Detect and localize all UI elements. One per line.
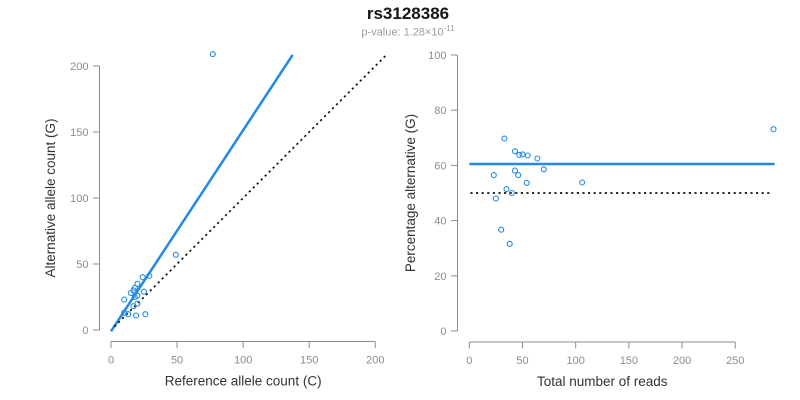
identity-line: [113, 54, 388, 328]
data-point: [501, 135, 508, 142]
tick-labels: 0 50 100 150 200 0 50 100 150 200: [70, 61, 384, 367]
x-tick-label: 50: [516, 355, 528, 367]
y-tick-label: 0: [82, 325, 88, 337]
x-tick-label: 0: [108, 355, 114, 367]
y-tick-label: 200: [70, 61, 88, 73]
y-tick-label: 40: [434, 216, 446, 228]
y-tick-label: 50: [76, 259, 88, 271]
x-axis-title: Reference allele count (C): [165, 374, 322, 389]
x-tick-label: 100: [234, 355, 252, 367]
data-point: [172, 251, 179, 258]
data-point: [146, 272, 153, 279]
data-point: [770, 126, 777, 133]
percentage-scatter: 0 50 100 150 200 250 0 20 40 60 80 100 Total number …: [403, 50, 777, 389]
x-axis: [110, 341, 376, 348]
data-point: [490, 172, 497, 179]
figure-title: rs3128386: [366, 4, 450, 23]
data-point: [134, 300, 141, 307]
p-value-exponent: -11: [443, 24, 455, 33]
x-axis: [468, 341, 736, 349]
data-point: [516, 151, 523, 158]
x-tick-label: 200: [673, 355, 691, 367]
regression-line: [109, 54, 294, 332]
y-axis: [451, 54, 458, 332]
tick-labels: 0 50 100 150 200 250 0 20 40 60 80 100: [428, 50, 744, 367]
y-axis: [93, 65, 100, 331]
data-point: [506, 240, 513, 247]
p-value-text: p-value: 1.28×10: [361, 26, 444, 39]
data-point: [534, 155, 541, 162]
data-point: [133, 312, 140, 319]
y-tick-label: 0: [440, 326, 446, 338]
y-tick-label: 80: [434, 105, 446, 117]
y-axis-title: Alternative allele count (G): [43, 118, 58, 277]
x-tick-label: 50: [171, 355, 183, 367]
data-point: [209, 51, 216, 58]
data-point: [515, 172, 522, 179]
data-point: [540, 166, 547, 173]
x-tick-label: 250: [726, 355, 744, 367]
data-point: [579, 179, 586, 186]
data-points: [490, 126, 777, 247]
x-tick-label: 100: [567, 355, 585, 367]
x-tick-label: 150: [300, 355, 318, 367]
data-point: [125, 311, 132, 318]
data-point: [511, 148, 519, 155]
y-tick-label: 20: [434, 271, 446, 283]
allele-count-scatter: 0 50 100 150 200 0 50 100 150 200 Reference allele…: [43, 51, 388, 389]
data-point: [503, 186, 510, 193]
data-point: [524, 152, 531, 159]
data-point: [139, 274, 146, 281]
data-points: [121, 51, 216, 319]
y-tick-label: 60: [434, 160, 446, 172]
x-tick-label: 0: [466, 355, 472, 367]
data-point: [508, 189, 515, 197]
x-tick-label: 150: [620, 355, 638, 367]
data-point: [140, 288, 148, 295]
data-point: [134, 280, 141, 287]
data-point: [519, 151, 526, 158]
data-point: [511, 167, 519, 174]
data-point: [142, 311, 149, 318]
y-tick-label: 150: [70, 127, 88, 139]
data-point: [121, 309, 128, 316]
data-point: [134, 292, 141, 299]
y-tick-label: 100: [428, 50, 446, 62]
x-axis-title: Total number of reads: [537, 374, 668, 389]
data-point: [523, 179, 530, 186]
figure-subtitle: p-value: 1.28×10-11: [8, 24, 800, 39]
y-axis-title: Percentage alternative (G): [403, 114, 418, 272]
x-tick-label: 200: [366, 355, 384, 367]
data-point: [121, 296, 128, 303]
y-tick-label: 100: [70, 193, 88, 205]
data-point: [498, 226, 505, 233]
data-point: [492, 195, 499, 202]
